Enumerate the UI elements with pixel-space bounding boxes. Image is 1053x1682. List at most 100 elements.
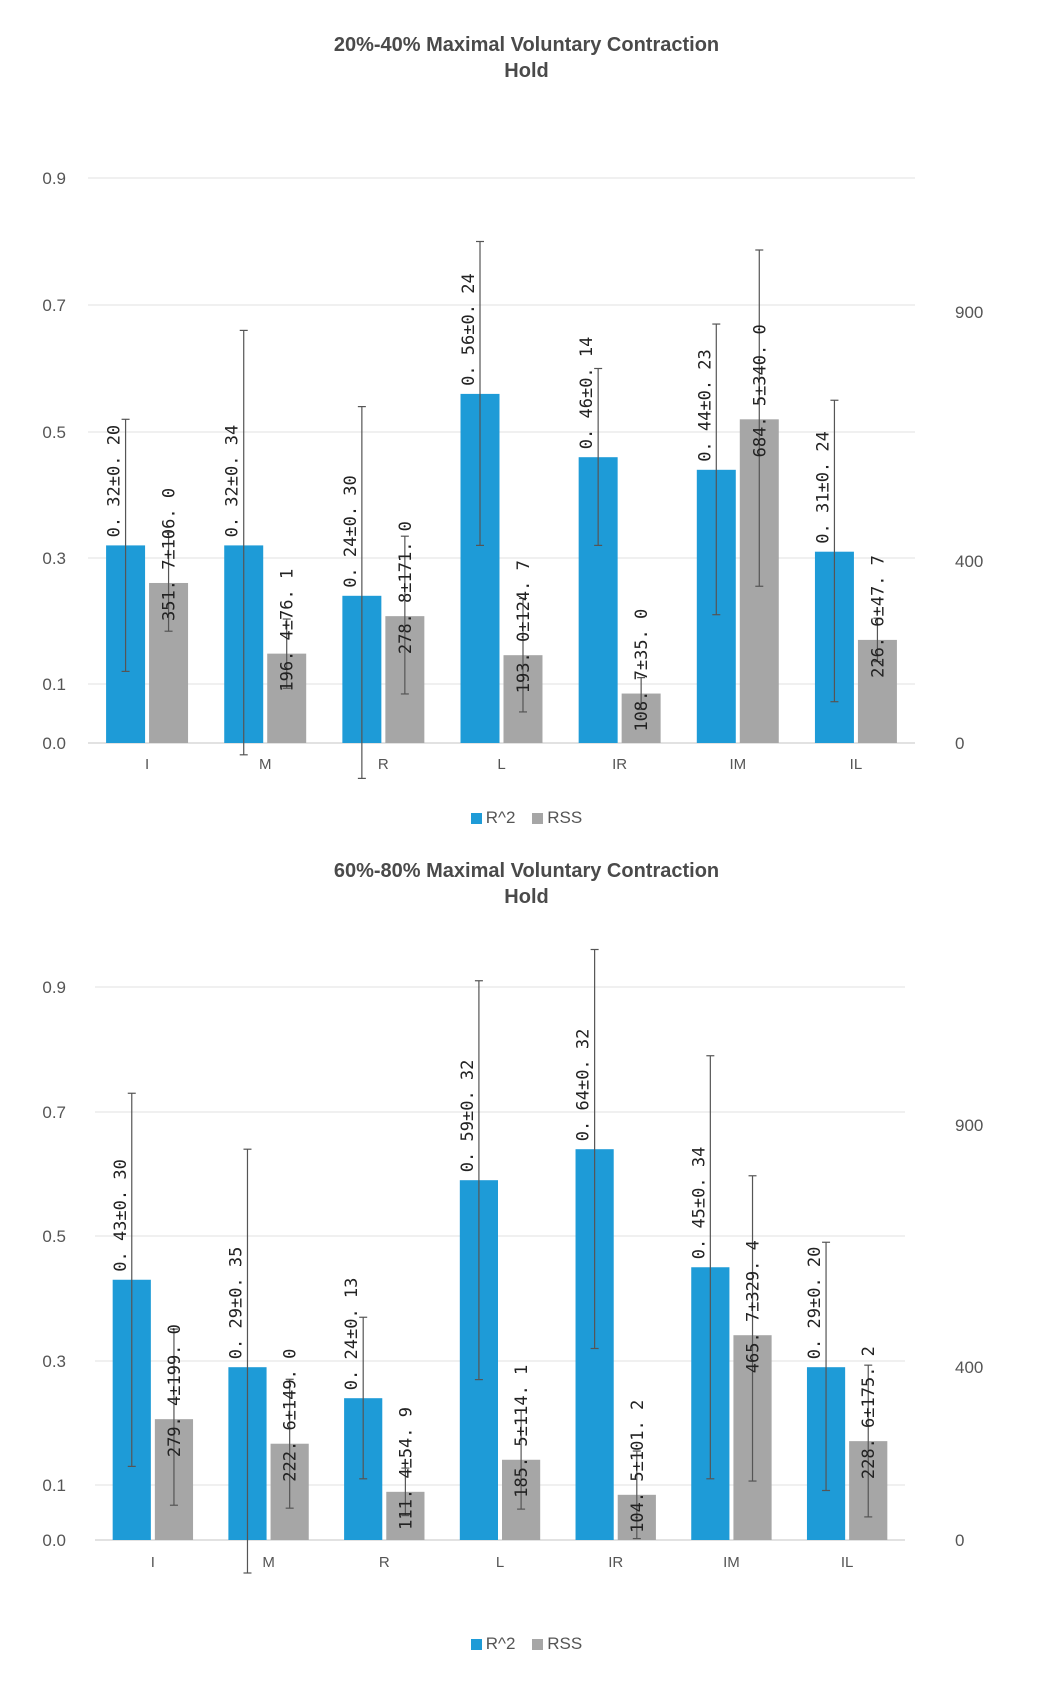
y-right-tick-label: 400	[955, 552, 983, 571]
y-left-tick-label: 0.7	[42, 1103, 66, 1122]
y-right-tick-label: 900	[955, 303, 983, 322]
errorbar-r2-m	[239, 329, 248, 756]
data-label-r2-m: 0. 32±0. 34	[223, 425, 243, 538]
legend-label-r2: R^2	[485, 1634, 516, 1653]
x-tick-label-il: IL	[841, 1554, 854, 1571]
errorbar-r2-im	[712, 323, 721, 616]
data-label-rss-l: 193. 0±124. 7	[514, 560, 534, 693]
x-tick-label-m: M	[259, 756, 272, 773]
x-tick-label-i: I	[145, 756, 149, 773]
errorbar-rss-r	[400, 535, 409, 695]
errorbar-rss-m	[285, 1378, 294, 1509]
chart-title-line-1: 60%-80% Maximal Voluntary Contraction	[333, 860, 720, 882]
data-label-r2-im: 0. 44±0. 23	[695, 349, 715, 462]
legend-swatch-rss	[532, 1639, 544, 1651]
y-left-tick-label: 0.3	[42, 1352, 66, 1371]
x-tick-label-il: IL	[850, 756, 863, 773]
errorbar-r2-m	[243, 1148, 252, 1574]
legend-label-rss: RSS	[547, 1634, 583, 1653]
chart-title: 60%-80% Maximal Voluntary Contraction Ho…	[0, 858, 1053, 910]
errorbar-r2-r	[359, 1316, 368, 1480]
data-label-rss-r: 278. 8±171. 0	[396, 521, 416, 654]
errorbar-r2-l	[476, 240, 485, 547]
data-label-r2-l: 0. 56±0. 24	[459, 273, 479, 386]
data-label-rss-i: 279. 4±199. 0	[165, 1324, 185, 1457]
x-tick-label-i: I	[151, 1554, 155, 1571]
legend-swatch-rss	[532, 813, 544, 825]
legend-label-rss: RSS	[547, 808, 583, 827]
errorbar-rss-ir	[637, 677, 646, 711]
data-label-rss-r: 111. 4±54. 9	[396, 1407, 416, 1530]
data-label-r2-il: 0. 29±0. 20	[805, 1247, 825, 1360]
y-left-tick-label: 0.1	[42, 1476, 66, 1495]
data-label-rss-im: 465. 7±329. 4	[744, 1240, 764, 1373]
errorbar-rss-i	[164, 531, 173, 632]
x-tick-label-l: L	[497, 756, 505, 773]
errorbar-rss-l	[517, 1409, 526, 1510]
data-label-r2-l: 0. 59±0. 32	[458, 1060, 478, 1173]
legend-entry-r2: R^2	[470, 808, 516, 828]
x-tick-label-im: IM	[723, 1554, 740, 1571]
errorbar-rss-im	[755, 249, 764, 587]
y-left-tick-label: 0.0	[42, 1531, 66, 1550]
chart-title-line-2: Hold	[504, 886, 549, 908]
x-tick-label-r: R	[379, 1554, 390, 1571]
data-label-r2-m: 0. 29±0. 35	[226, 1247, 246, 1360]
errorbar-rss-l	[518, 597, 527, 713]
errorbar-rss-il	[873, 617, 882, 663]
x-tick-label-ir: IR	[608, 1554, 623, 1571]
errorbar-rss-ir	[632, 1450, 641, 1540]
errorbar-r2-i	[121, 418, 130, 673]
x-tick-label-im: IM	[729, 756, 746, 773]
chart-title-line-2: Hold	[504, 60, 549, 82]
data-label-r2-il: 0. 31±0. 24	[813, 431, 833, 544]
data-label-rss-il: 228. 6±175. 2	[859, 1346, 879, 1479]
legend-entry-r2: R^2	[470, 1634, 516, 1654]
chart-plot-area: 0.9 0.7 0.5 0.3 0.1 0.0 900 400 0 0. 32±0. 20 351.…	[42, 169, 983, 780]
errorbar-r2-il	[822, 1241, 831, 1492]
errorbar-r2-im	[706, 1055, 715, 1480]
errorbar-r2-l	[474, 980, 483, 1381]
data-label-r2-ir: 0. 46±0. 14	[577, 337, 597, 450]
chart-legend: R^2 RSS	[0, 808, 1053, 828]
y-left-tick-label: 0.9	[42, 169, 66, 188]
data-label-rss-il: 226. 6±47. 7	[868, 555, 888, 678]
legend-entry-rss: RSS	[532, 808, 582, 828]
chart-legend: R^2 RSS	[0, 1634, 1053, 1654]
data-label-r2-i: 0. 43±0. 30	[111, 1159, 131, 1272]
errorbar-r2-il	[830, 399, 839, 703]
data-label-r2-r: 0. 24±0. 30	[341, 475, 361, 588]
y-left-tick-label: 0.0	[42, 734, 66, 753]
errorbar-r2-r	[357, 406, 366, 780]
x-tick-label-l: L	[496, 1554, 504, 1571]
y-left-tick-label: 0.9	[42, 978, 66, 997]
x-tick-label-m: M	[262, 1554, 275, 1571]
data-label-rss-ir: 108. 7±35. 0	[632, 609, 652, 732]
legend-entry-rss: RSS	[532, 1634, 582, 1654]
errorbar-rss-m	[282, 618, 291, 689]
errorbar-rss-r	[401, 1467, 410, 1517]
data-label-rss-i: 351. 7±106. 0	[160, 488, 180, 621]
y-left-tick-label: 0.7	[42, 296, 66, 315]
y-left-tick-label: 0.5	[42, 1227, 66, 1246]
data-label-rss-l: 185. 5±114. 1	[512, 1365, 532, 1498]
errorbar-r2-ir	[590, 948, 599, 1350]
legend-swatch-r2	[470, 1639, 482, 1651]
y-left-tick-label: 0.5	[42, 423, 66, 442]
data-label-r2-i: 0. 32±0. 20	[105, 425, 125, 538]
data-label-rss-ir: 104. 5±101. 2	[628, 1400, 648, 1533]
chart-title: 20%-40% Maximal Voluntary Contraction Ho…	[0, 32, 1053, 84]
y-right-tick-label: 0	[955, 1531, 964, 1550]
chart-title-line-1: 20%-40% Maximal Voluntary Contraction	[333, 34, 720, 56]
y-right-tick-label: 400	[955, 1358, 983, 1377]
data-label-r2-r: 0. 24±0. 13	[342, 1278, 362, 1391]
y-right-tick-label: 0	[955, 734, 964, 753]
errorbar-rss-il	[864, 1364, 873, 1518]
data-label-rss-im: 684. 5±340. 0	[750, 324, 770, 457]
y-left-tick-label: 0.1	[42, 675, 66, 694]
chart-top: 20%-40% Maximal Voluntary Contraction Ho…	[0, 32, 1053, 828]
errorbar-rss-i	[169, 1328, 178, 1506]
data-label-r2-ir: 0. 64±0. 32	[574, 1029, 594, 1142]
legend-label-r2: R^2	[485, 808, 516, 827]
y-right-tick-label: 900	[955, 1116, 983, 1135]
